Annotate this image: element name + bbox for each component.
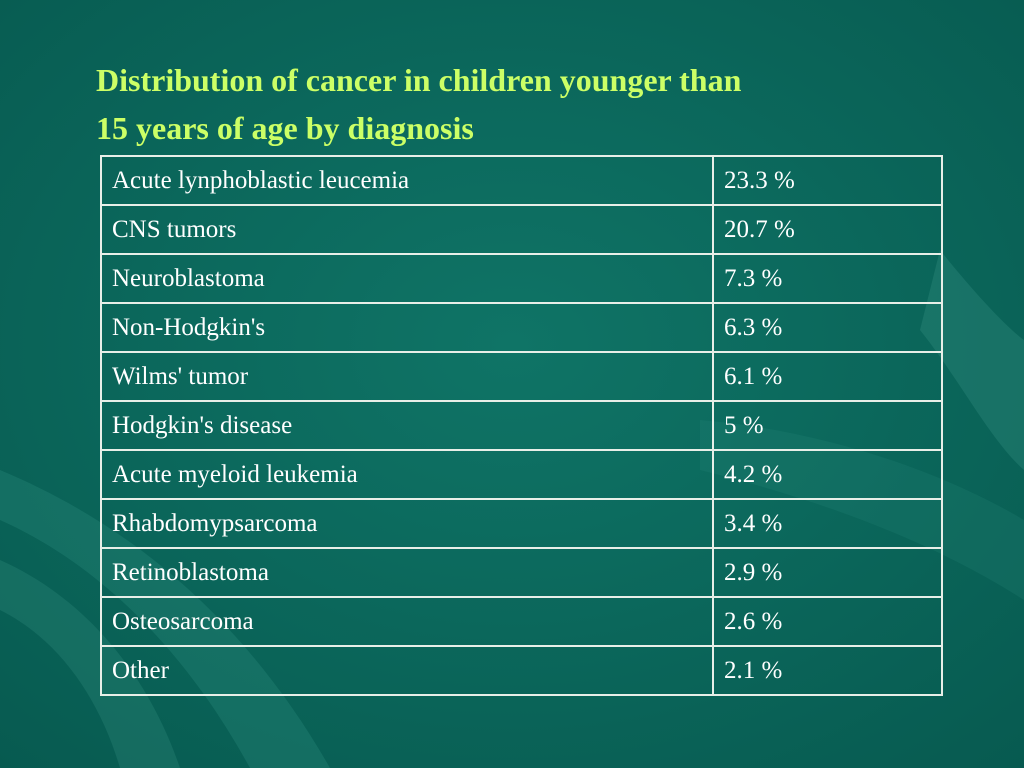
percent-cell: 20.7 % [712,204,943,255]
diagnosis-distribution-table: Acute lynphoblastic leucemia 23.3 % CNS … [100,155,943,696]
diagnosis-cell: Other [100,645,714,696]
percent-cell: 2.1 % [712,645,943,696]
percent-cell: 6.1 % [712,351,943,402]
table-row: Non-Hodgkin's 6.3 % [100,302,943,353]
table-row: Acute lynphoblastic leucemia 23.3 % [100,155,943,206]
percent-cell: 4.2 % [712,449,943,500]
percent-cell: 2.9 % [712,547,943,598]
table-row: CNS tumors 20.7 % [100,204,943,255]
diagnosis-cell: Hodgkin's disease [100,400,714,451]
diagnosis-cell: Osteosarcoma [100,596,714,647]
percent-cell: 7.3 % [712,253,943,304]
table-row: Rhabdomypsarcoma 3.4 % [100,498,943,549]
diagnosis-table-container: Acute lynphoblastic leucemia 23.3 % CNS … [100,155,943,696]
diagnosis-cell: Retinoblastoma [100,547,714,598]
diagnosis-cell: Rhabdomypsarcoma [100,498,714,549]
table-row: Osteosarcoma 2.6 % [100,596,943,647]
diagnosis-cell: Wilms' tumor [100,351,714,402]
percent-cell: 2.6 % [712,596,943,647]
percent-cell: 6.3 % [712,302,943,353]
table-row: Hodgkin's disease 5 % [100,400,943,451]
diagnosis-cell: Acute myeloid leukemia [100,449,714,500]
slide-title-line-2: 15 years of age by diagnosis [96,110,474,146]
percent-cell: 3.4 % [712,498,943,549]
diagnosis-cell: Non-Hodgkin's [100,302,714,353]
slide-title: Distribution of cancer in children young… [96,56,956,152]
diagnosis-cell: Acute lynphoblastic leucemia [100,155,714,206]
slide-title-line-1: Distribution of cancer in children young… [96,62,742,98]
percent-cell: 5 % [712,400,943,451]
diagnosis-cell: Neuroblastoma [100,253,714,304]
table-row: Acute myeloid leukemia 4.2 % [100,449,943,500]
table-row: Other 2.1 % [100,645,943,696]
diagnosis-cell: CNS tumors [100,204,714,255]
percent-cell: 23.3 % [712,155,943,206]
table-row: Retinoblastoma 2.9 % [100,547,943,598]
table-row: Wilms' tumor 6.1 % [100,351,943,402]
table-row: Neuroblastoma 7.3 % [100,253,943,304]
